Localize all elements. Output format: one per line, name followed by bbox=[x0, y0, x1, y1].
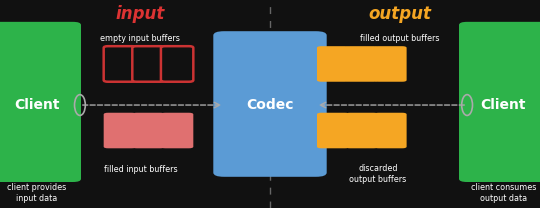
Text: output: output bbox=[368, 5, 431, 22]
Text: Codec: Codec bbox=[246, 98, 294, 112]
Text: empty input buffers: empty input buffers bbox=[100, 34, 180, 43]
FancyBboxPatch shape bbox=[132, 113, 165, 148]
FancyBboxPatch shape bbox=[161, 113, 193, 148]
Text: input: input bbox=[116, 5, 165, 22]
FancyBboxPatch shape bbox=[459, 22, 540, 182]
FancyBboxPatch shape bbox=[104, 113, 136, 148]
FancyBboxPatch shape bbox=[317, 46, 349, 82]
FancyBboxPatch shape bbox=[0, 22, 81, 182]
Text: client provides
input data: client provides input data bbox=[7, 183, 66, 203]
FancyBboxPatch shape bbox=[346, 113, 378, 148]
Text: Client: Client bbox=[481, 98, 526, 112]
FancyBboxPatch shape bbox=[132, 46, 165, 82]
FancyBboxPatch shape bbox=[346, 46, 378, 82]
FancyBboxPatch shape bbox=[104, 46, 136, 82]
Text: filled output buffers: filled output buffers bbox=[360, 34, 440, 43]
Text: Client: Client bbox=[14, 98, 59, 112]
Text: filled input buffers: filled input buffers bbox=[104, 165, 177, 174]
FancyBboxPatch shape bbox=[374, 46, 407, 82]
FancyBboxPatch shape bbox=[374, 113, 407, 148]
FancyBboxPatch shape bbox=[161, 46, 193, 82]
FancyBboxPatch shape bbox=[317, 113, 349, 148]
Text: discarded
output buffers: discarded output buffers bbox=[349, 164, 407, 184]
FancyBboxPatch shape bbox=[213, 31, 327, 177]
Text: client consumes
output data: client consumes output data bbox=[470, 183, 536, 203]
